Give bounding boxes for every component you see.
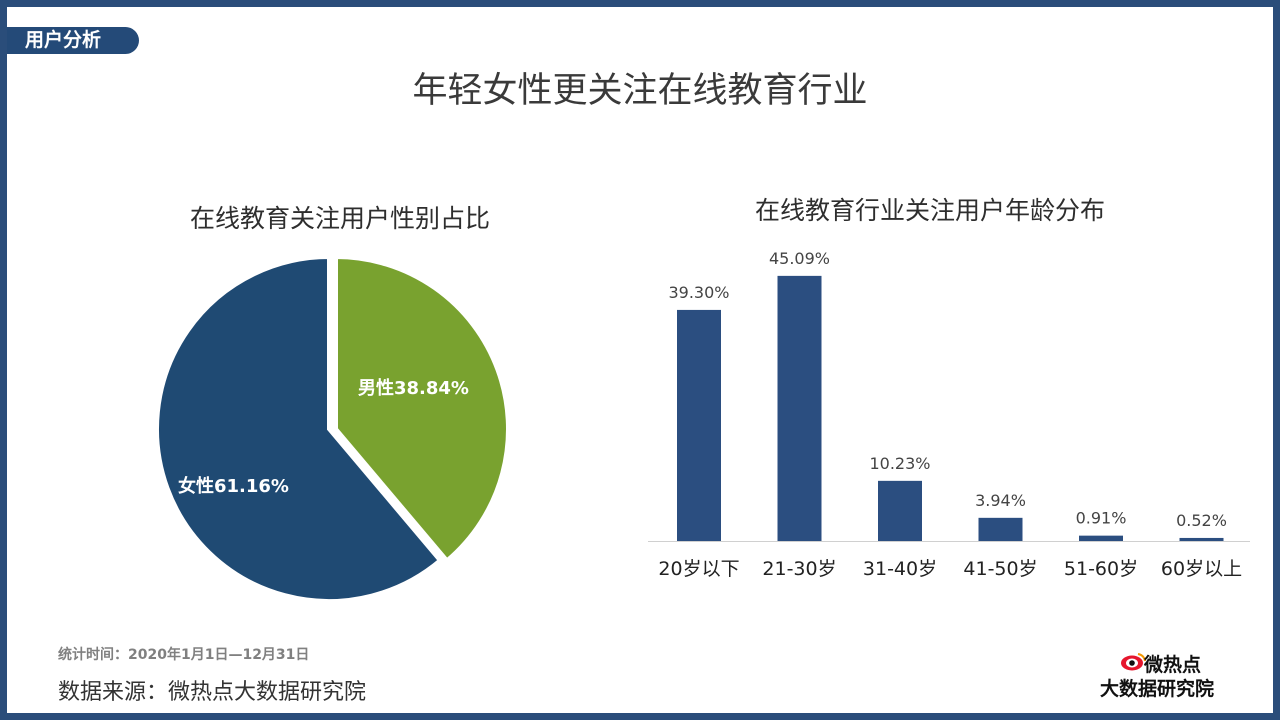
bar-value-label: 0.52% — [1176, 511, 1227, 530]
weibo-eye-icon — [1121, 653, 1146, 671]
x-tick-label: 51-60岁 — [1064, 558, 1138, 580]
brand-logo: 微热点 大数据研究院 — [1098, 650, 1238, 700]
logo-text-line1: 微热点 — [1144, 654, 1202, 676]
bar — [878, 480, 922, 541]
bar — [677, 309, 721, 541]
bar-value-label: 39.30% — [668, 283, 729, 302]
bar — [978, 517, 1023, 541]
bar-value-label: 0.91% — [1076, 509, 1127, 528]
x-tick-label: 20岁以下 — [658, 558, 739, 580]
bar — [777, 275, 822, 541]
pie-chart-title: 在线教育关注用户性别占比 — [189, 204, 490, 233]
bar-value-label: 3.94% — [975, 491, 1026, 510]
x-tick-label: 41-50岁 — [963, 558, 1037, 580]
logo-text-line2: 大数据研究院 — [1100, 678, 1215, 700]
x-tick-label: 21-30岁 — [762, 558, 836, 580]
x-tick-label: 60岁以上 — [1161, 558, 1242, 580]
bar-chart-title: 在线教育行业关注用户年龄分布 — [754, 196, 1105, 225]
pie-slice — [334, 254, 510, 564]
bar-value-label: 10.23% — [869, 454, 930, 473]
bar — [1179, 537, 1224, 541]
pie-slice-label: 男性38.84% — [358, 377, 469, 399]
bar — [1079, 535, 1123, 541]
pie-slice — [155, 254, 443, 603]
x-tick-label: 31-40岁 — [863, 558, 937, 580]
pie-slice-label: 女性61.16% — [178, 475, 289, 497]
page-title: 年轻女性更关注在线教育行业 — [412, 71, 868, 111]
data-source: 数据来源：微热点大数据研究院 — [58, 680, 367, 705]
section-tag: 用户分析 — [7, 27, 139, 54]
bar-value-label: 45.09% — [769, 249, 830, 268]
statistics-period: 统计时间：2020年1月1日—12月31日 — [58, 647, 310, 663]
